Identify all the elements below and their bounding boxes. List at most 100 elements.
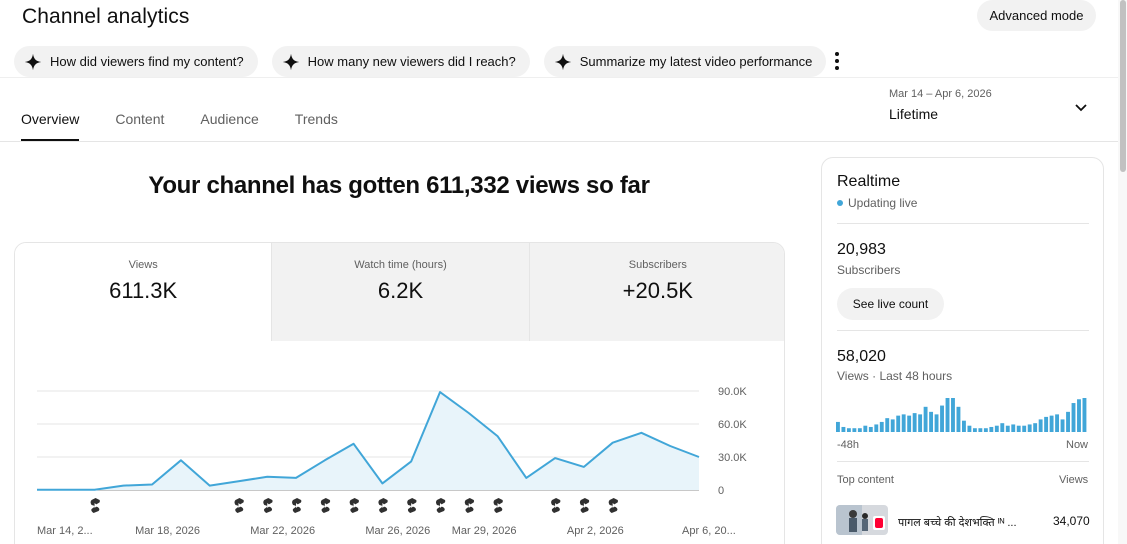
views-point[interactable] <box>553 456 557 460</box>
chip-viewers-find-content[interactable]: How did viewers find my content? <box>14 46 258 77</box>
scrollbar-track[interactable] <box>1118 0 1127 544</box>
metric-watch-time[interactable]: Watch time (hours) 6.2K <box>271 243 529 341</box>
realtime-bar[interactable] <box>1027 424 1032 432</box>
views-point[interactable] <box>150 483 154 487</box>
realtime-bar[interactable] <box>945 398 950 432</box>
shorts-upload-icon[interactable] <box>234 498 244 513</box>
shorts-upload-icon[interactable] <box>435 498 446 513</box>
realtime-bar[interactable] <box>846 428 851 432</box>
tab-trends[interactable]: Trends <box>294 111 338 127</box>
realtime-bar[interactable] <box>1022 425 1027 432</box>
views-point[interactable] <box>323 458 327 462</box>
advanced-mode-button[interactable]: Advanced mode <box>977 0 1096 31</box>
shorts-upload-icon[interactable] <box>90 498 100 513</box>
metric-views[interactable]: Views 611.3K <box>15 243 272 341</box>
views-point[interactable] <box>265 475 269 479</box>
realtime-bar[interactable] <box>962 420 966 432</box>
scrollbar-thumb[interactable] <box>1120 0 1126 172</box>
views-point[interactable] <box>639 431 643 435</box>
views-point[interactable] <box>93 488 97 492</box>
shorts-upload-icon[interactable] <box>608 498 618 513</box>
views-point[interactable] <box>294 476 298 480</box>
chip-summarize-latest-video[interactable]: Summarize my latest video performance <box>543 46 827 77</box>
realtime-bar[interactable] <box>841 426 846 432</box>
realtime-bar[interactable] <box>1011 424 1016 432</box>
realtime-bar[interactable] <box>1071 403 1076 432</box>
shorts-upload-icon[interactable] <box>263 498 273 513</box>
realtime-bar[interactable] <box>863 425 868 432</box>
realtime-bar[interactable] <box>857 428 862 432</box>
realtime-bar[interactable] <box>1082 398 1087 432</box>
tab-overview[interactable]: Overview <box>21 111 80 141</box>
views-point[interactable] <box>35 488 39 492</box>
shorts-upload-icon[interactable] <box>579 498 590 513</box>
realtime-bar[interactable] <box>901 414 906 432</box>
realtime-bar[interactable] <box>918 414 923 432</box>
shorts-upload-icon[interactable] <box>464 498 475 513</box>
realtime-bar[interactable] <box>896 415 901 432</box>
realtime-bar[interactable] <box>852 428 857 432</box>
shorts-upload-icon[interactable] <box>378 498 388 513</box>
see-live-count-button[interactable]: See live count <box>837 288 944 320</box>
views-point[interactable] <box>64 488 68 492</box>
shorts-upload-icon[interactable] <box>493 498 503 513</box>
views-point[interactable] <box>208 484 212 488</box>
views-point[interactable] <box>352 442 356 446</box>
realtime-bar[interactable] <box>967 425 972 432</box>
views-point[interactable] <box>380 481 384 485</box>
realtime-bar[interactable] <box>983 428 988 432</box>
views-point[interactable] <box>467 411 471 415</box>
shorts-upload-icon[interactable] <box>407 498 417 513</box>
realtime-bar[interactable] <box>874 424 879 432</box>
views-point[interactable] <box>582 465 586 469</box>
metric-subscribers[interactable]: Subscribers +20.5K <box>528 243 784 341</box>
realtime-bar[interactable] <box>1033 423 1038 432</box>
more-vert-icon[interactable] <box>828 50 846 72</box>
views-point[interactable] <box>409 459 413 463</box>
views-point[interactable] <box>524 476 528 480</box>
views-point[interactable] <box>496 434 500 438</box>
realtime-bar[interactable] <box>1055 414 1060 432</box>
realtime-bar[interactable] <box>1049 415 1054 432</box>
realtime-bar[interactable] <box>885 418 890 432</box>
realtime-bar[interactable] <box>912 413 917 432</box>
realtime-bar[interactable] <box>868 426 873 432</box>
realtime-bar[interactable] <box>1038 419 1043 432</box>
realtime-bar[interactable] <box>951 398 955 432</box>
realtime-bar[interactable] <box>994 425 999 432</box>
realtime-bar[interactable] <box>940 405 944 432</box>
realtime-bar[interactable] <box>1077 399 1081 432</box>
shorts-upload-icon[interactable] <box>349 498 359 513</box>
views-point[interactable] <box>438 390 442 394</box>
realtime-bar[interactable] <box>1066 411 1070 432</box>
date-range-picker[interactable]: Mar 14 – Apr 6, 2026 Lifetime <box>889 88 1099 132</box>
realtime-bar[interactable] <box>923 406 928 432</box>
realtime-bar[interactable] <box>972 428 977 432</box>
realtime-bar[interactable] <box>879 421 884 432</box>
views-point[interactable] <box>121 484 125 488</box>
shorts-upload-icon[interactable] <box>551 498 561 513</box>
realtime-bar[interactable] <box>1016 425 1021 432</box>
realtime-bar[interactable] <box>956 406 961 432</box>
views-point[interactable] <box>697 455 701 459</box>
views-point[interactable] <box>236 479 240 483</box>
shorts-upload-icon[interactable] <box>320 498 331 513</box>
realtime-bar[interactable] <box>907 415 912 432</box>
tab-audience[interactable]: Audience <box>200 111 259 127</box>
realtime-bar[interactable] <box>836 421 840 432</box>
realtime-bar[interactable] <box>1060 419 1065 432</box>
views-point[interactable] <box>179 458 183 462</box>
realtime-bar[interactable] <box>978 428 983 432</box>
shorts-upload-icon[interactable] <box>292 498 302 513</box>
realtime-bar[interactable] <box>929 411 934 432</box>
video-thumbnail[interactable] <box>836 505 888 535</box>
realtime-bar[interactable] <box>989 426 994 432</box>
realtime-bar[interactable] <box>934 414 939 432</box>
realtime-bar[interactable] <box>1005 425 1010 432</box>
realtime-bar[interactable] <box>890 419 895 432</box>
realtime-bar[interactable] <box>1000 423 1005 432</box>
chip-new-viewers[interactable]: How many new viewers did I reach? <box>271 46 530 77</box>
views-point[interactable] <box>611 441 615 445</box>
tab-content[interactable]: Content <box>115 111 165 127</box>
views-line[interactable] <box>37 391 700 491</box>
